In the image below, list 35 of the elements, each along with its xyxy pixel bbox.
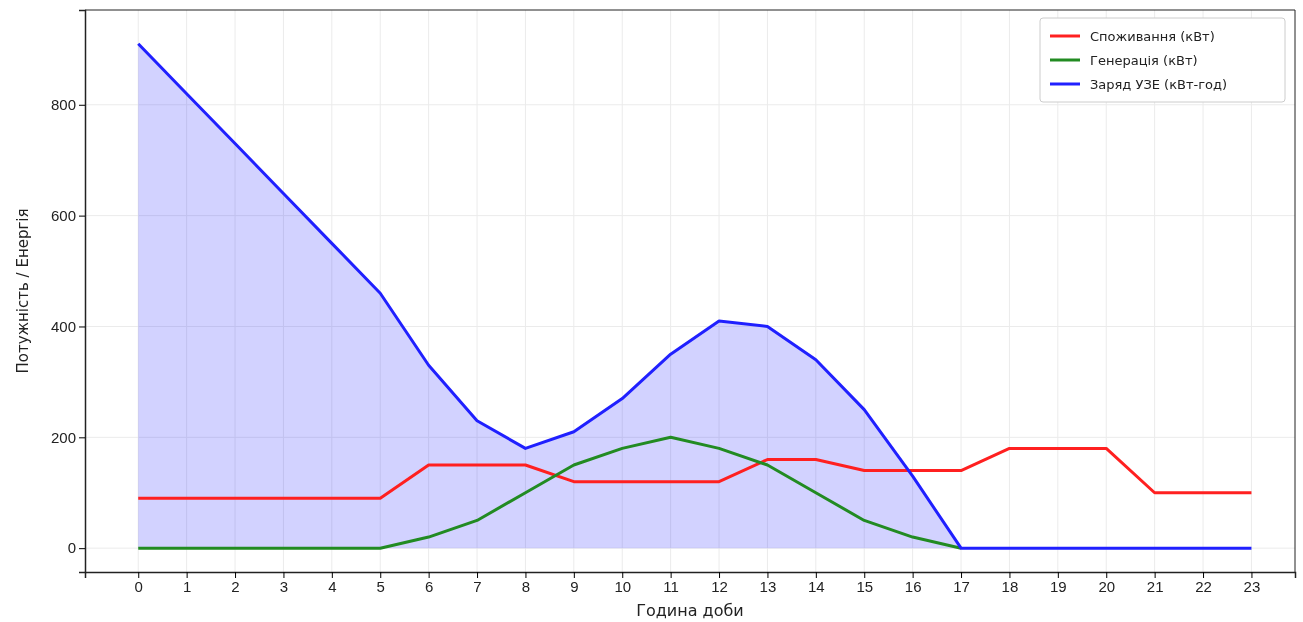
x-axis-title: Година доби [636, 601, 744, 620]
x-tick-label: 15 [856, 577, 874, 595]
x-tick-label: 20 [1098, 577, 1116, 595]
x-tick-label: 4 [328, 577, 337, 595]
line-series [136, 446, 1253, 500]
x-tick-label: 17 [953, 577, 970, 595]
x-tick-label: 14 [808, 577, 825, 595]
y-tick-label: 200 [50, 428, 76, 446]
x-tick-label: 1 [182, 577, 192, 595]
x-tick-label: 0 [134, 577, 143, 595]
x-tick-label: 18 [1001, 577, 1019, 595]
legend-label: Генерація (кВт) [1090, 53, 1198, 68]
x-tick-label: 3 [279, 577, 289, 595]
x-tick-label: 5 [376, 577, 385, 595]
x-tick-label: 2 [231, 577, 240, 595]
x-tick-label: 11 [663, 577, 679, 595]
x-tick-label: 22 [1195, 577, 1212, 595]
legend-label: Заряд УЗЕ (кВт-год) [1090, 77, 1228, 92]
x-tick-label: 9 [570, 577, 579, 595]
x-tick-label: 12 [711, 577, 728, 595]
y-tick-label: 600 [50, 206, 76, 224]
x-tick-label: 13 [759, 577, 777, 595]
x-tick-label: 16 [904, 577, 922, 595]
y-tick-label: 0 [67, 539, 76, 557]
x-tick-label: 10 [614, 577, 632, 595]
y-tick-label: 400 [50, 317, 76, 335]
x-tick-label: 23 [1243, 577, 1261, 595]
x-tick-label: 7 [473, 577, 482, 595]
x-tick-label: 8 [521, 577, 531, 595]
x-tick-label: 19 [1050, 577, 1067, 595]
y-tick-label: 800 [50, 96, 76, 114]
x-tick-label: 21 [1146, 577, 1164, 595]
legend-label: Споживання (кВт) [1090, 29, 1215, 44]
x-tick-label: 6 [424, 577, 434, 595]
y-axis-title: Потужність / Енергія [14, 208, 32, 374]
